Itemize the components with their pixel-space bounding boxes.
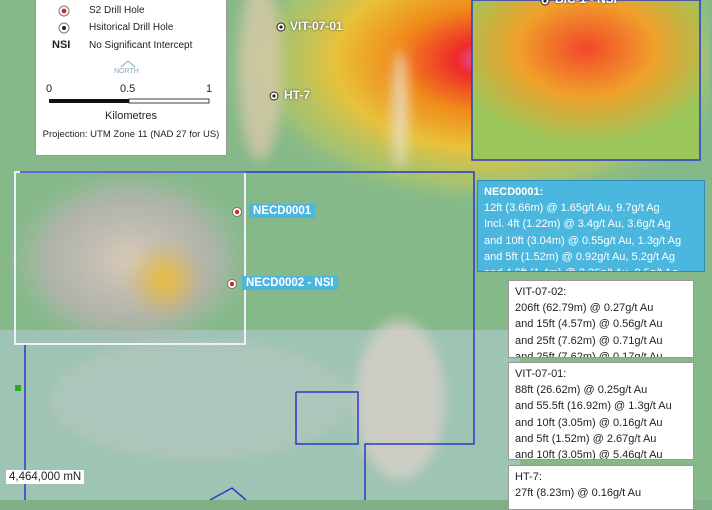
drill-label: HT-7 <box>284 88 311 102</box>
intercept-title: VIT-07-01: <box>515 368 567 380</box>
intercept-line: and 5ft (1.52m) @ 0.92g/t Au, 5.2g/t Ag <box>484 250 675 263</box>
coordinate-label: 4,464,000 mN <box>6 470 85 484</box>
intercept-box: HT-7: 27ft (8.23m) @ 0.16g/t Au <box>508 465 694 510</box>
legend-label: Hsitorical Drill Hole <box>89 22 174 33</box>
legend-symbol: NSI <box>52 39 71 51</box>
drill-label: NECD0001 <box>249 204 316 218</box>
intercept-title: HT-7: <box>515 471 542 483</box>
intercept-box: VIT-07-01: 88ft (26.62m) @ 0.25g/t Au and … <box>508 362 694 460</box>
north-label: NORTH <box>114 68 139 75</box>
intercept-line: 12ft (3.66m) @ 1.65g/t Au, 9.7g/t Ag <box>484 202 660 215</box>
intercept-line: and 4.6ft (1.4m) @ 2.26g/t Au, 9.5g/t Ag <box>484 265 698 271</box>
scale-label: 0 <box>46 83 53 95</box>
intercept-line: and 25ft (7.62m) @ 0.17g/t Au <box>515 350 663 358</box>
projection: Projection: UTM Zone 11 (NAD 27 for US) <box>42 129 220 140</box>
scale-unit: Kilometres <box>105 110 157 122</box>
legend-label: S2 Drill Hole <box>89 5 145 16</box>
intercept-title: NECD0001: <box>484 186 544 198</box>
intercept-line: and 10ft (3.04m) @ 0.55g/t Au, 1.3g/t Ag <box>484 234 682 247</box>
drill-label: BIC-1 - NSI <box>555 0 617 6</box>
scale-label: 1 <box>206 83 213 95</box>
intercept-line: and 15ft (4.57m) @ 0.56g/t Au <box>515 318 663 331</box>
intercept-box: NECD0001: 12ft (3.66m) @ 1.65g/t Au, 9.7g… <box>477 180 705 272</box>
drill-label: NECD0002 - NSI <box>242 276 338 290</box>
intercept-line: and 55.5ft (16.92m) @ 1.3g/t Au <box>515 400 672 413</box>
legend-label: No Significant Intercept <box>89 40 193 51</box>
drill-markers <box>227 0 550 289</box>
legend: S2 Drill Hole Hsitorical Drill Hole NSI … <box>35 0 227 156</box>
intercept-line: 206ft (62.79m) @ 0.27g/t Au <box>515 302 654 315</box>
intercept-line: Incl. 4ft (1.22m) @ 3.4g/t Au, 3.6g/t Ag <box>484 218 671 231</box>
intercept-title: VIT-07-02: <box>515 286 567 298</box>
intercept-line: and 10ft (3.05m) @ 5.46g/t Au <box>515 449 663 460</box>
intercept-box: VIT-07-02: 206ft (62.79m) @ 0.27g/t Au and… <box>508 280 694 358</box>
drill-label: VIT-07-01 <box>290 19 343 33</box>
intercept-line: and 25ft (7.62m) @ 0.71g/t Au <box>515 334 663 347</box>
intercept-line: and 10ft (3.05m) @ 0.16g/t Au <box>515 416 663 429</box>
intercept-line: and 5ft (1.52m) @ 2.67g/t Au <box>515 432 657 445</box>
intercept-line: 27ft (8.23m) @ 0.16g/t Au <box>515 487 642 500</box>
legend-graphics <box>49 5 210 104</box>
scale-label: 0.5 <box>120 83 136 95</box>
intercept-line: 88ft (26.62m) @ 0.25g/t Au <box>515 384 648 397</box>
